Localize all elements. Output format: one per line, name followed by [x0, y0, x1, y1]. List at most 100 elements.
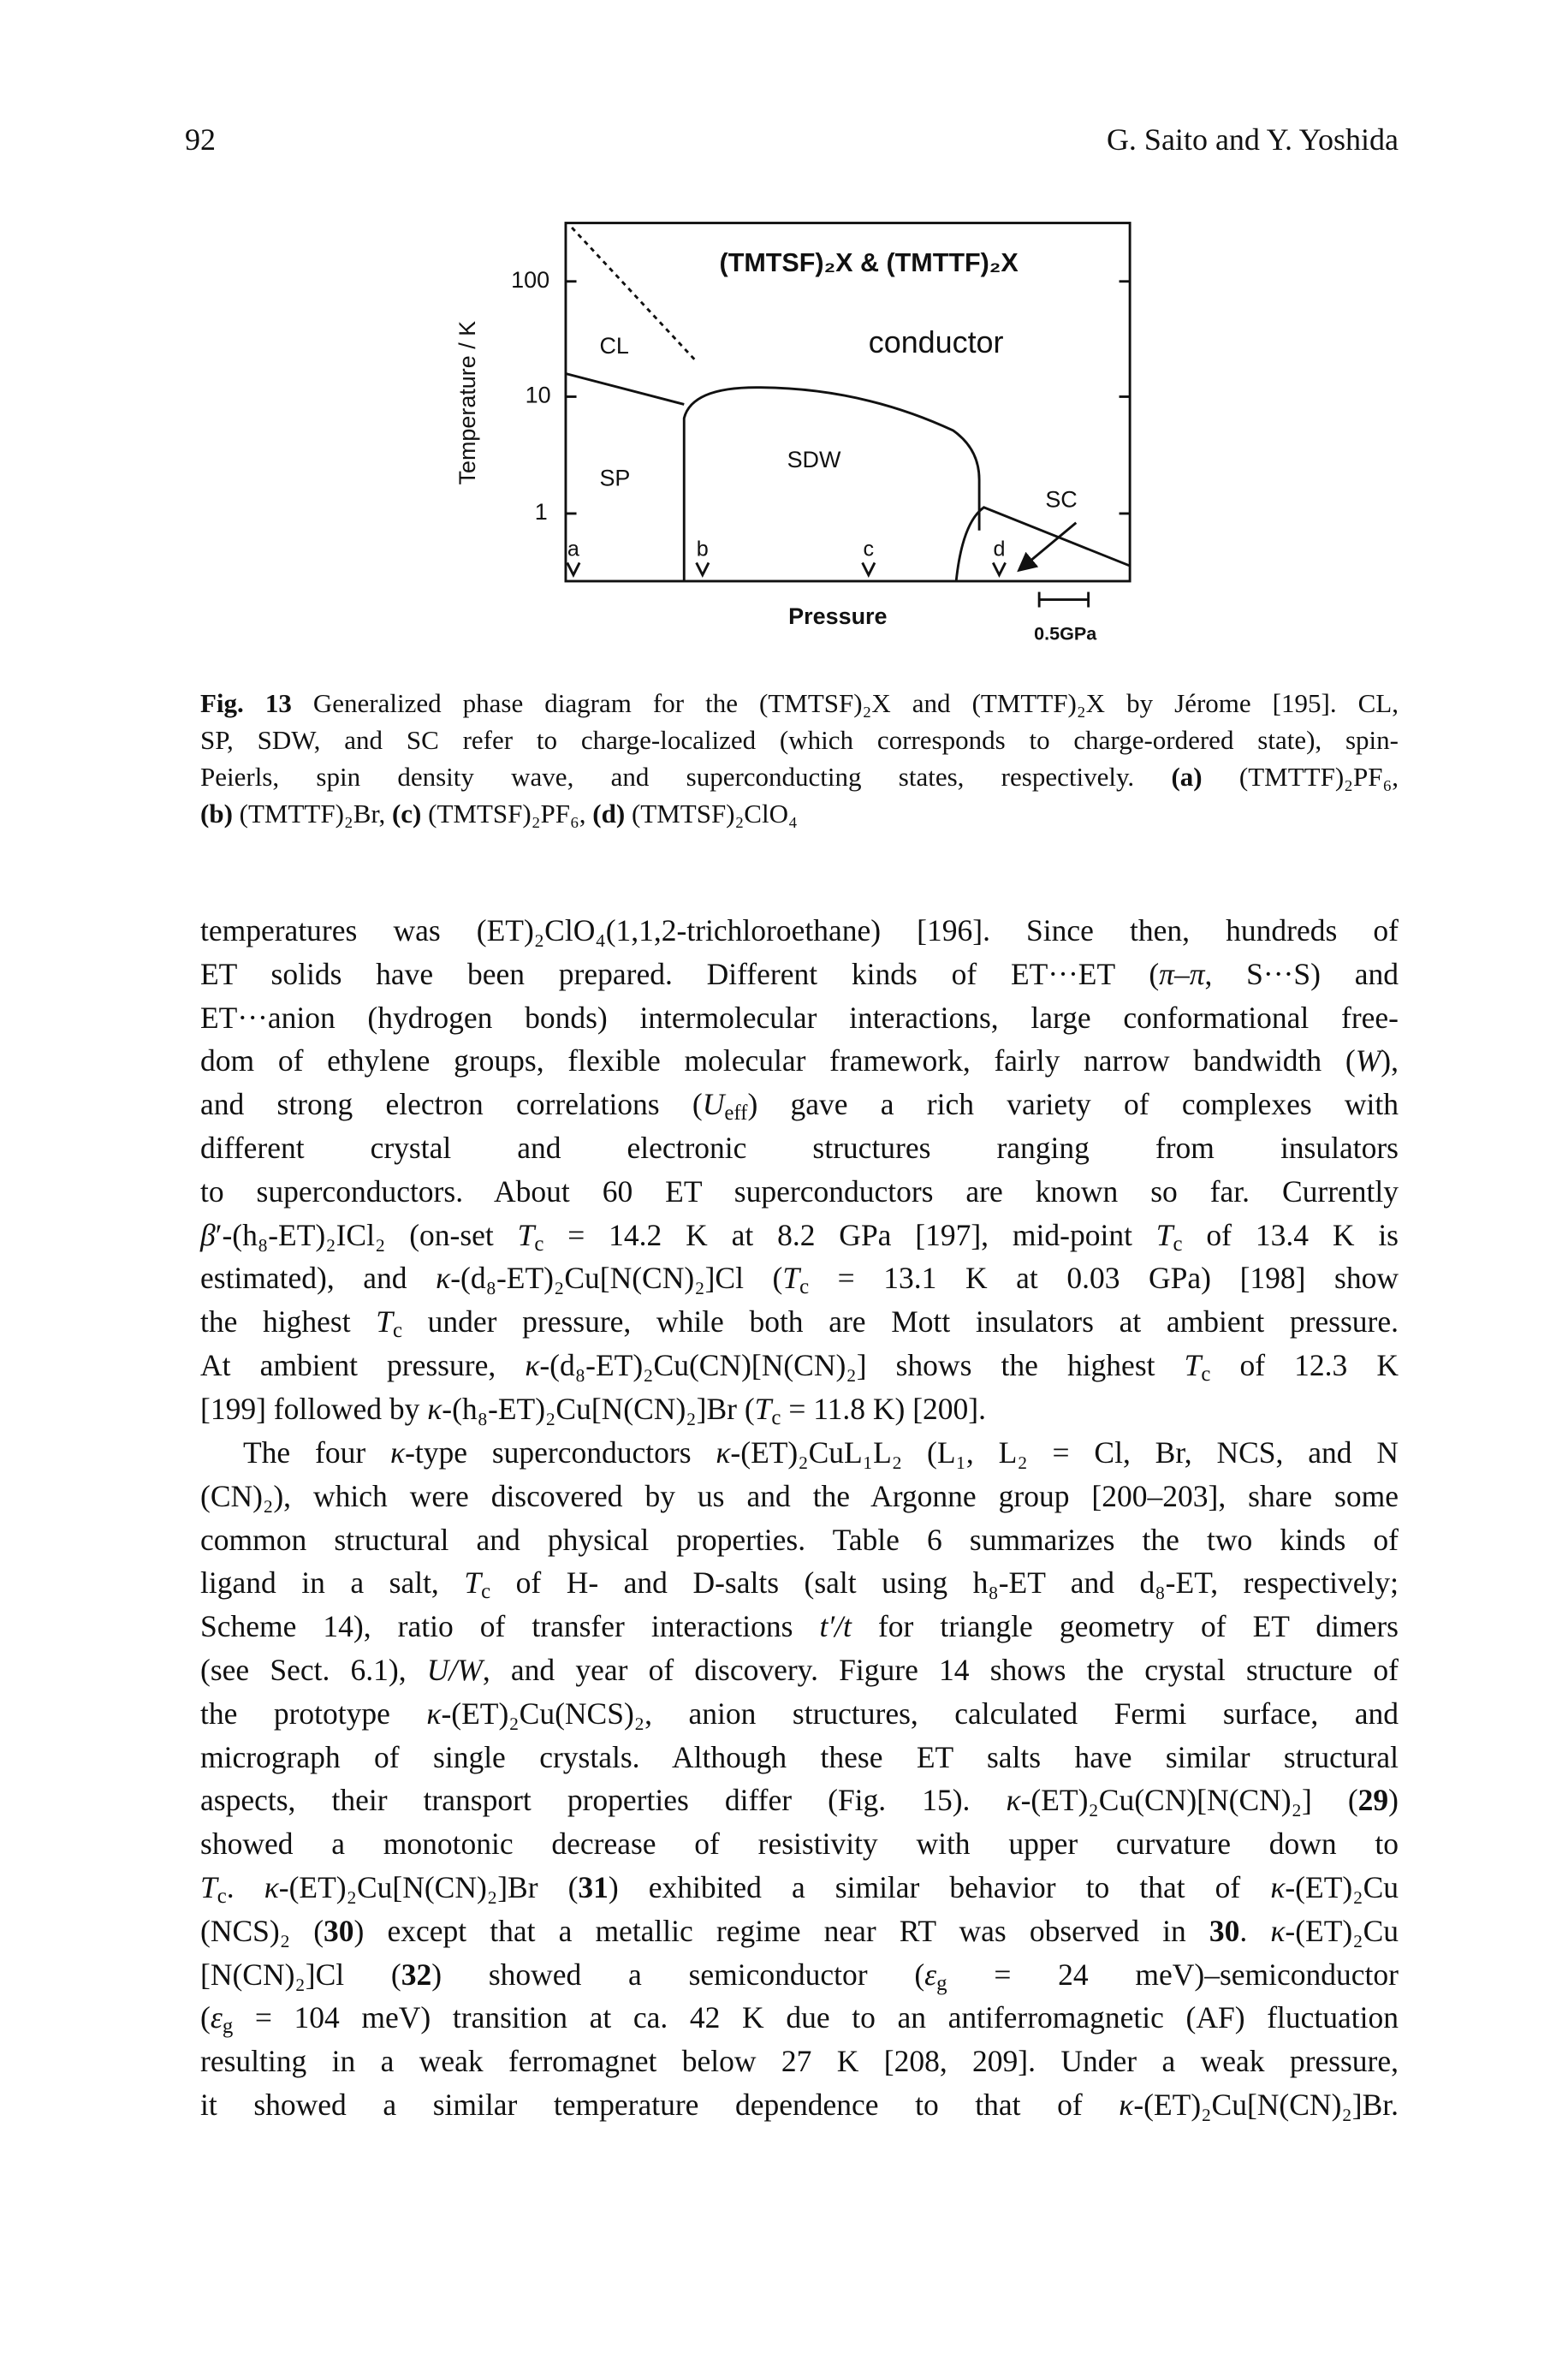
text-run: κ [1270, 1869, 1286, 1904]
text-run: T [782, 1261, 800, 1296]
plot-frame [564, 222, 1131, 583]
text-run: 29 [1357, 1783, 1389, 1818]
text-run: , S···S) and [1204, 956, 1399, 991]
region-label: CL [599, 333, 628, 359]
x-axis-label: Pressure [788, 603, 887, 629]
text-run: T [464, 1565, 482, 1601]
text-run: π [1189, 956, 1205, 991]
text-run: T [376, 1304, 393, 1339]
text-run: eff [724, 1102, 748, 1126]
text-line: β′-(h₈-ET)₂ICl₂ (on-set Tc = 14.2 K at 8… [200, 1214, 1399, 1257]
text-run: (NCS)₂ ( [200, 1913, 324, 1948]
text-run: κ [264, 1869, 279, 1904]
text-line: Peierls, spin density wave, and supercon… [200, 758, 1399, 795]
text-line: common structural and physical propertie… [200, 1518, 1399, 1562]
text-run: κ [1270, 1913, 1286, 1948]
text-run: t′/t [819, 1609, 852, 1644]
text-run: , and year of discovery. Figure 14 shows… [482, 1652, 1399, 1687]
text-run: -(ET)₂Cu(NCS)₂, anion structures, calcul… [441, 1696, 1399, 1731]
text-run: under pressure, while both are Mott insu… [402, 1304, 1399, 1339]
text-run: c [799, 1275, 810, 1299]
text-run: T [200, 1869, 217, 1904]
text-run: g [936, 1971, 947, 1995]
text-line: (see Sect. 6.1), U/W, and year of discov… [200, 1648, 1399, 1692]
text-run: estimated), and [200, 1261, 437, 1296]
text-run: g [222, 2015, 234, 2039]
text-run: (see Sect. 6.1), [200, 1652, 427, 1687]
text-run: dom of ethylene groups, flexible molecul… [200, 1043, 1356, 1078]
text-run: (a) [1171, 762, 1203, 792]
text-run: c [217, 1885, 227, 1909]
text-run: -(ET)₂Cu(CN)[N(CN)₂] ( [1020, 1783, 1358, 1818]
text-run: κ [716, 1435, 731, 1470]
text-run: ) exhibited a similar behavior to that o… [608, 1869, 1271, 1904]
text-run: Scheme 14), ratio of transfer interactio… [200, 1609, 820, 1644]
text-line: [199] followed by κ-(h₈-ET)₂Cu[N(CN)₂]Br… [200, 1387, 1399, 1431]
text-line: The four κ-type superconductors κ-(ET)₂C… [200, 1431, 1399, 1475]
text-line: aspects, their transport properties diff… [200, 1779, 1399, 1822]
scale-bar-label: 0.5GPa [1034, 623, 1097, 644]
text-run: U/W [426, 1652, 483, 1687]
text-run: -(ET)₂Cu [1285, 1869, 1399, 1904]
marker-arrow [566, 561, 581, 579]
text-run: -(ET)₂Cu[N(CN)₂]Br ( [278, 1869, 579, 1904]
marker-arrow [991, 561, 1007, 579]
text-run: ε [210, 2000, 223, 2035]
text-run: At ambient pressure, [200, 1347, 526, 1382]
figure-title: (TMTSF)₂X & (TMTTF)₂X [720, 248, 1019, 277]
text-run: U [702, 1087, 725, 1122]
text-run: ET solids have been prepared. Different … [200, 956, 1160, 991]
text-run: (TMTTF)₂PF₆, [1202, 762, 1399, 792]
region-label: SC [1045, 487, 1077, 513]
text-run: -(ET)₂Cu [1285, 1913, 1399, 1948]
text-line: (NCS)₂ (30) except that a metallic regim… [200, 1910, 1399, 1953]
text-run: κ [1119, 2087, 1134, 2122]
text-line: different crystal and electronic structu… [200, 1126, 1399, 1170]
text-run: -(ET)₂Cu[N(CN)₂]Br. [1133, 2087, 1399, 2122]
text-run: ligand in a salt, [200, 1565, 465, 1601]
y-tick-label: 10 [526, 383, 551, 408]
text-run: The four [243, 1435, 391, 1470]
text-line: showed a monotonic decrease of resistivi… [200, 1822, 1399, 1866]
text-run: of H- and D-salts (salt using h₈-ET and … [490, 1565, 1399, 1601]
text-run: . [226, 1869, 264, 1904]
text-run: of 12.3 K [1210, 1347, 1399, 1382]
text-line: the prototype κ-(ET)₂Cu(NCS)₂, anion str… [200, 1692, 1399, 1736]
text-run: c [481, 1580, 491, 1604]
sc-boundary [954, 506, 1131, 582]
text-run: 32 [401, 1957, 432, 1992]
text-line: SP, SDW, and SC refer to charge-localize… [200, 722, 1399, 758]
y-axis-label: Temperature / K [454, 321, 480, 485]
text-run: ′-(h₈-ET)₂ICl₂ (on-set [215, 1217, 518, 1252]
text-run: T [1184, 1347, 1202, 1382]
text-run: resulting in a weak ferromagnet below 27… [200, 2044, 1399, 2079]
text-line: ET solids have been prepared. Different … [200, 953, 1399, 996]
text-run: SP, SDW, and SC refer to charge-localize… [200, 725, 1399, 755]
text-run: 30 [324, 1913, 354, 1948]
text-run: = 14.2 K at 8.2 GPa [197], mid-point [543, 1217, 1156, 1252]
cl-boundary [571, 226, 696, 361]
text-run: 31 [578, 1869, 609, 1904]
text-run: π [1159, 956, 1174, 991]
marker-label: b [697, 538, 709, 561]
text-run: κ [1006, 1783, 1021, 1818]
region-label: SDW [787, 447, 841, 472]
text-run: ( [200, 2000, 211, 2035]
text-line: Fig. 13 Generalized phase diagram for th… [200, 685, 1399, 722]
marker-arrow [861, 561, 876, 579]
text-line: estimated), and κ-(d₈-ET)₂Cu[N(CN)₂]Cl (… [200, 1256, 1399, 1300]
arrow [1017, 521, 1078, 573]
text-run: = 13.1 K at 0.03 GPa) [198] show [809, 1261, 1399, 1296]
text-run: c [392, 1319, 402, 1343]
text-run: showed a monotonic decrease of resistivi… [200, 1827, 1399, 1862]
text-run: = 24 meV)–semiconductor [947, 1957, 1399, 1992]
text-line: resulting in a weak ferromagnet below 27… [200, 2040, 1399, 2083]
text-run: [N(CN)₂]Cl ( [200, 1957, 401, 1992]
text-run: κ [390, 1435, 406, 1470]
text-run: c [1173, 1232, 1183, 1256]
marker-label: c [864, 538, 875, 561]
text-line: At ambient pressure, κ-(d₈-ET)₂Cu(CN)[N(… [200, 1344, 1399, 1387]
text-line: the highest Tc under pressure, while bot… [200, 1300, 1399, 1344]
text-line: to superconductors. About 60 ET supercon… [200, 1170, 1399, 1214]
